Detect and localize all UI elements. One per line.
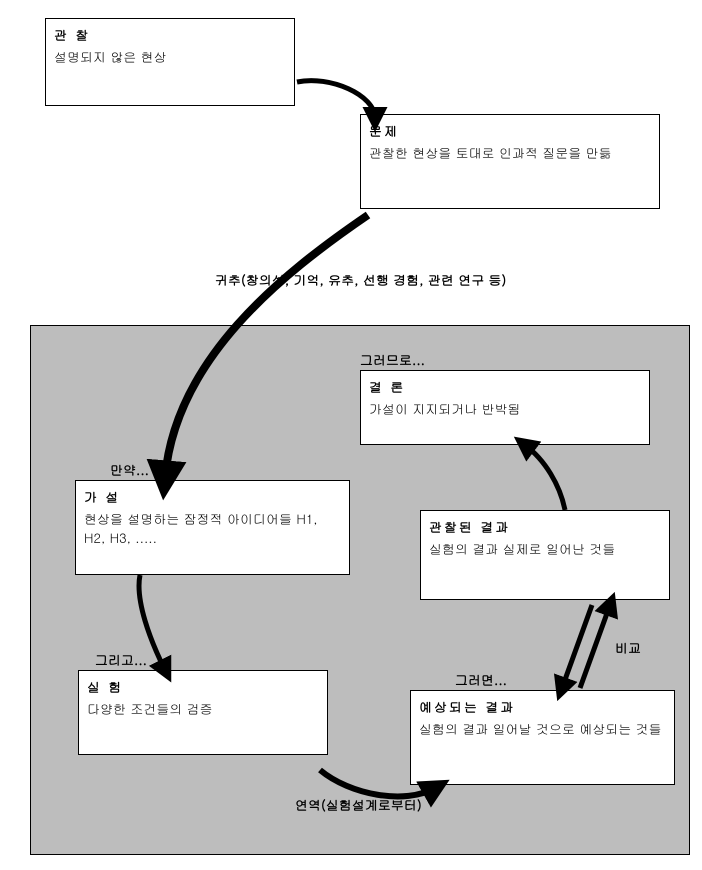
box-expected-result: 예상되는 결과 실험의 결과 일어날 것으로 예상되는 것들 <box>410 690 675 785</box>
box-hypothesis-title: 가 설 <box>84 487 341 507</box>
label-compare: 비교 <box>615 638 641 657</box>
label-deduction: 연역(실험설계로부터) <box>295 795 422 814</box>
box-observed-result-body: 실험의 결과 실제로 일어난 것들 <box>429 539 661 559</box>
label-then: 그러면... <box>455 670 507 689</box>
box-observation-body: 설명되지 않은 현상 <box>54 47 286 67</box>
box-experiment-title: 실 험 <box>87 677 319 697</box>
box-conclusion-title: 결 론 <box>369 377 641 397</box>
box-conclusion-body: 가설이 지지되거나 반박됨 <box>369 399 641 419</box>
box-expected-result-title: 예상되는 결과 <box>419 697 666 717</box>
box-observation-title: 관 찰 <box>54 25 286 45</box>
box-experiment: 실 험 다양한 조건들의 검증 <box>78 670 328 755</box>
box-expected-result-body: 실험의 결과 일어날 것으로 예상되는 것들 <box>419 719 666 739</box>
box-observed-result-title: 관찰된 결과 <box>429 517 661 537</box>
label-abduction: 귀추(창의성, 기억, 유추, 선행 경험, 관련 연구 등) <box>215 270 506 289</box>
box-conclusion: 결 론 가설이 지지되거나 반박됨 <box>360 370 650 445</box>
box-problem-title: 문제 <box>369 121 651 141</box>
box-hypothesis-body: 현상을 설명하는 잠정적 아이디어들 H1, H2, H3, ..... <box>84 509 341 548</box>
arrow-observation-to-problem <box>297 81 375 118</box>
label-therefore: 그러므로... <box>360 350 425 369</box>
box-observation: 관 찰 설명되지 않은 현상 <box>45 18 295 106</box>
label-if: 만약... <box>110 460 149 479</box>
box-problem-body: 관찰한 현상을 토대로 인과적 질문을 만듦 <box>369 143 651 163</box>
box-observed-result: 관찰된 결과 실험의 결과 실제로 일어난 것들 <box>420 510 670 600</box>
box-hypothesis: 가 설 현상을 설명하는 잠정적 아이디어들 H1, H2, H3, ..... <box>75 480 350 575</box>
label-and: 그리고... <box>95 650 147 669</box>
box-experiment-body: 다양한 조건들의 검증 <box>87 699 319 719</box>
box-problem: 문제 관찰한 현상을 토대로 인과적 질문을 만듦 <box>360 114 660 209</box>
